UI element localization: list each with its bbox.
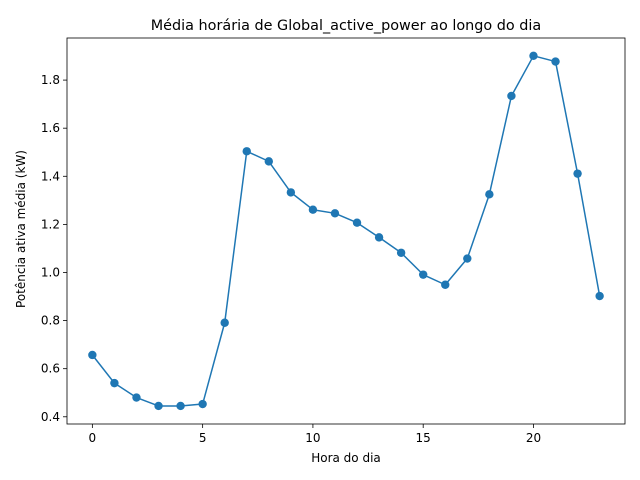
data-point [308,205,318,214]
data-point [485,190,494,199]
data-point [242,147,251,156]
x-tick-label: 10 [305,431,320,445]
y-tick-label: 0.6 [41,362,60,376]
data-point [441,280,450,289]
data-point [264,157,274,166]
data-point [198,399,207,409]
data-point [88,350,97,360]
data-point [551,57,560,66]
x-tick-label: 20 [526,431,541,445]
data-point [176,401,185,411]
y-tick-label: 0.8 [41,314,60,328]
data-point [154,401,163,411]
plot-area: 0 5 10 15 20 0.4 0.6 0.8 1.0 1.2 1.4 1.6 1.8 [41,37,626,445]
plot-frame [66,37,626,425]
x-tick-label: 5 [199,431,207,445]
y-tick-label: 1.8 [41,73,60,87]
y-tick-label: 1.4 [41,169,60,183]
x-tick-label: 0 [89,431,97,445]
data-point [507,91,516,101]
x-axis-title: Hora do dia [311,451,381,465]
data-point [330,209,340,218]
x-tick-label: 15 [416,431,431,445]
data-point [573,169,582,178]
y-tick-label: 0.4 [41,410,60,424]
data-point [374,233,384,242]
data-point [132,393,141,402]
data-point [529,51,538,60]
y-axis-title: Potência ativa média (kW) [14,150,28,308]
data-point [352,218,362,227]
data-point [463,254,472,263]
y-tick-label: 1.0 [41,265,60,279]
data-point [110,378,119,388]
y-tick-label: 1.2 [41,217,60,231]
data-point [286,188,296,197]
data-point [595,291,604,301]
y-tick-label: 1.6 [41,121,60,135]
data-point [396,248,406,257]
data-point [220,318,229,327]
data-point [418,270,428,279]
chart-title: Média horária de Global_active_power ao … [151,18,542,34]
